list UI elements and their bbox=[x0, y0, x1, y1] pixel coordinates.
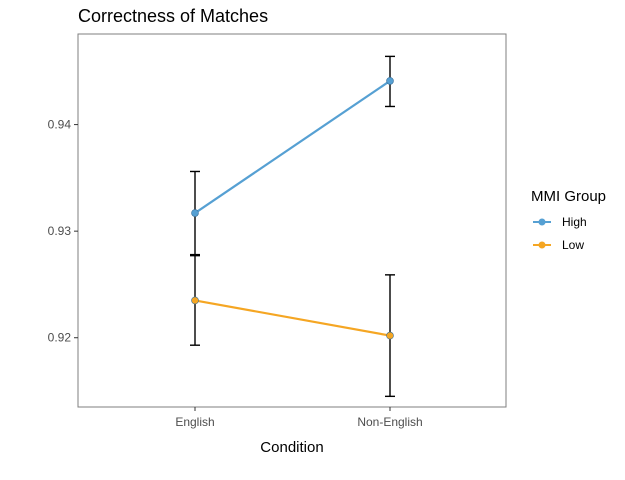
series-layer bbox=[190, 55, 395, 398]
chart-title: Correctness of Matches bbox=[78, 6, 268, 26]
legend-item-low: Low bbox=[533, 238, 584, 252]
series-high bbox=[190, 55, 395, 256]
legend-label: Low bbox=[562, 238, 584, 252]
series-line bbox=[194, 79, 391, 214]
legend-point-swatch bbox=[538, 241, 546, 249]
data-point bbox=[386, 331, 394, 340]
y-axis: 0.92 0.93 0.94 bbox=[48, 118, 78, 345]
data-point bbox=[386, 77, 394, 85]
y-tick-label: 0.92 bbox=[48, 331, 72, 345]
legend-title: MMI Group bbox=[531, 188, 606, 205]
plot-panel bbox=[77, 33, 507, 408]
y-tick-label: 0.93 bbox=[48, 224, 72, 238]
legend-point-swatch bbox=[538, 218, 546, 226]
series-low bbox=[190, 254, 395, 398]
legend-label: High bbox=[562, 215, 587, 229]
data-point bbox=[191, 296, 199, 305]
data-point bbox=[191, 209, 199, 217]
x-axis-label: Condition bbox=[260, 439, 323, 456]
x-tick-label: English bbox=[175, 415, 214, 429]
series-line bbox=[194, 299, 391, 337]
x-axis: English Non-English bbox=[175, 407, 423, 429]
y-tick-label: 0.94 bbox=[48, 118, 72, 132]
legend-item-high: High bbox=[533, 215, 587, 229]
x-tick-label: Non-English bbox=[357, 415, 422, 429]
legend: MMI Group High Low bbox=[531, 188, 606, 252]
